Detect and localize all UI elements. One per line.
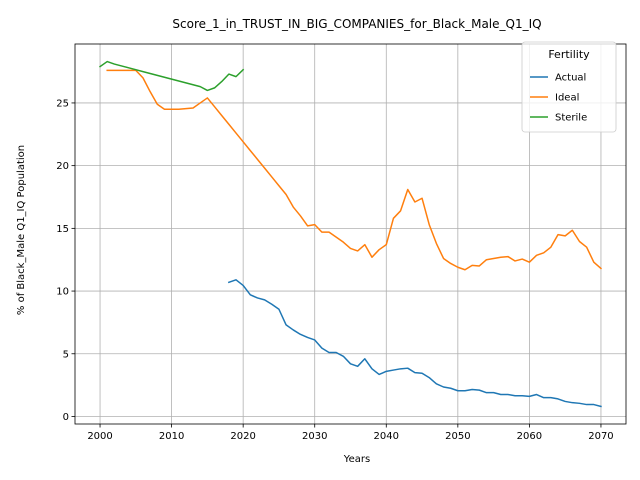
x-tick-label: 2070 bbox=[588, 431, 613, 442]
x-axis-ticks: 2000 2010 2020 2030 2040 2050 2060 2070 bbox=[87, 424, 614, 442]
y-tick-label: 25 bbox=[56, 98, 69, 109]
x-tick-label: 2060 bbox=[517, 431, 542, 442]
plot-lines bbox=[99, 60, 603, 408]
plot-frame bbox=[74, 43, 627, 425]
legend-label-actual: Actual bbox=[555, 73, 586, 84]
series-line-actual bbox=[227, 279, 602, 408]
y-tick-label: 5 bbox=[63, 349, 69, 360]
series-line-sterile bbox=[99, 60, 245, 92]
y-axis-ticks: 0 5 10 15 20 25 bbox=[56, 98, 75, 423]
legend-label-sterile: Sterile bbox=[555, 113, 587, 124]
y-tick-label: 0 bbox=[63, 412, 69, 423]
x-tick-label: 2030 bbox=[302, 431, 327, 442]
x-axis-label: Years bbox=[343, 454, 370, 465]
y-tick-label: 15 bbox=[56, 224, 69, 235]
chart-title: Score_1_in_TRUST_IN_BIG_COMPANIES_for_Bl… bbox=[172, 17, 541, 31]
y-tick-label: 10 bbox=[56, 287, 69, 298]
series-line-ideal bbox=[106, 69, 603, 271]
legend: Fertility Actual Ideal Sterile bbox=[521, 41, 617, 133]
x-tick-label: 2040 bbox=[374, 431, 399, 442]
legend-entries: Actual Ideal Sterile bbox=[530, 73, 587, 124]
x-tick-label: 2000 bbox=[87, 431, 112, 442]
x-tick-label: 2010 bbox=[159, 431, 184, 442]
x-tick-label: 2020 bbox=[230, 431, 255, 442]
x-tick-label: 2050 bbox=[445, 431, 470, 442]
legend-title: Fertility bbox=[548, 48, 590, 61]
legend-box bbox=[521, 41, 617, 133]
y-tick-label: 20 bbox=[56, 161, 69, 172]
y-axis-label: % of Black_Male Q1_IQ Population bbox=[16, 145, 27, 315]
legend-label-ideal: Ideal bbox=[555, 93, 579, 104]
